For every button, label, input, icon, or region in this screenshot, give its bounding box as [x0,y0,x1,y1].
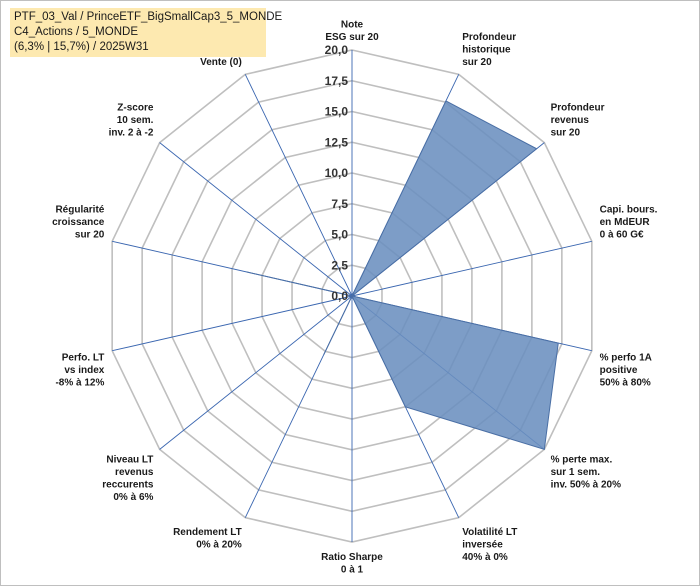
axis-label: Note ESG sur 20 [325,20,379,44]
radar-series [246,100,559,451]
axis-spoke [159,142,353,297]
axis-label: % perfo 1A positive 50% à 80% [600,353,652,389]
axis-label: % perte max. sur 1 sem. inv. 50% à 20% [551,454,622,490]
info-line-stats: (6,3% | 15,7%) / 2025W31 [14,41,149,53]
axis-label: Niveau LT revenus reccurents 0% à 6% [102,454,154,503]
tick-label: 2,5 [331,258,348,272]
axis-label: Régularité croissance sur 20 [52,204,105,240]
tick-label: 20,0 [325,43,349,57]
axis-spoke [351,240,592,297]
axis-label: Profondeur historique sur 20 [462,32,516,68]
axis-spoke [244,74,353,297]
axis-label: Perfo. LT vs index -8% à 12% [55,353,104,389]
axis-label: Ratio Sharpe 0 à 1 [321,552,383,576]
tick-label: 17,5 [325,74,349,88]
axis-spoke [112,295,353,352]
axis-spoke [159,295,353,450]
axis-label: Capi. bours. en MdEUR 0 à 60 G€ [600,204,658,240]
radar-tick-labels: 0,0 2,5 5,0 7,5 10,0 12,5 15,0 17,5 20,0 [325,43,349,303]
tick-label: 0,0 [331,289,348,303]
info-line-portfolio: PTF_03_Val / PrinceETF_BigSmallCap3_5_MO… [14,11,283,23]
tick-label: 10,0 [325,166,349,180]
axis-label: Z-score 10 sem. inv. 2 à -2 [109,103,154,139]
tick-label: 15,0 [325,105,349,119]
axis-label: Volatilité LT inversée 40% à 0% [462,527,517,563]
series-area [246,100,559,451]
axis-label: Profondeur revenus sur 20 [551,103,605,139]
info-box: PTF_03_Val / PrinceETF_BigSmallCap3_5_MO… [10,8,283,57]
info-line-category: C4_Actions / 5_MONDE [14,26,138,38]
tick-label: 7,5 [331,197,348,211]
axis-label: Rendement LT 0% à 20% [173,527,242,551]
tick-label: 5,0 [331,228,348,242]
tick-label: 12,5 [325,135,349,149]
